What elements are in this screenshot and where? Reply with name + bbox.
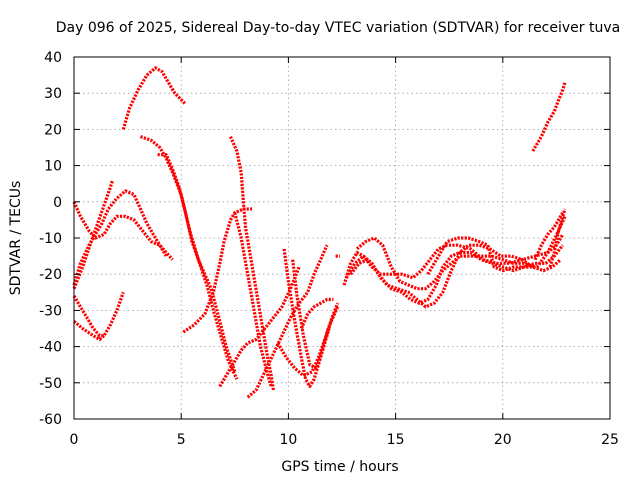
y-axis-label: SDTVAR / TECUs	[8, 181, 24, 296]
series-arc-4	[72, 291, 125, 338]
x-tick-label: 25	[601, 432, 619, 448]
series-arc-25	[531, 81, 567, 152]
series-arc-22	[426, 215, 567, 276]
series-arc-20	[349, 243, 562, 309]
series-arc-13	[246, 244, 329, 399]
y-tick-label: -10	[39, 231, 62, 247]
series-arc-6	[121, 66, 187, 130]
series-arc-23	[533, 211, 565, 261]
series-arc-5	[72, 320, 106, 341]
tick-layer	[73, 56, 611, 420]
y-tick-label: 40	[44, 50, 62, 66]
series-arc-12	[233, 212, 273, 387]
x-tick-label: 15	[387, 432, 405, 448]
chart-title: Day 096 of 2025, Sidereal Day-to-day VTE…	[56, 20, 620, 36]
series-arc-15	[291, 259, 331, 370]
y-tick-label: -40	[39, 340, 62, 356]
series-arc-11	[229, 135, 275, 391]
series-layer	[72, 66, 567, 399]
series-arc-21	[355, 236, 536, 291]
y-tick-label: -60	[39, 412, 62, 428]
x-axis-label: GPS time / hours	[281, 459, 398, 475]
y-tick-label: -50	[39, 376, 62, 392]
series-arc-19	[344, 244, 565, 305]
series-arc-7	[139, 135, 239, 380]
x-tick-label: 5	[177, 432, 186, 448]
series-arc-2	[72, 189, 168, 286]
series-arc-10	[218, 266, 301, 388]
y-tick-label: 20	[44, 122, 62, 138]
series-arc-1	[72, 201, 174, 261]
y-tick-labels: -60 -50 -40 -30 -20 -10 0 10 20 30 40	[39, 50, 62, 428]
series-arc-9	[182, 207, 252, 334]
series-arc-3	[72, 179, 115, 290]
series-arc-14	[282, 248, 340, 388]
x-tick-label: 20	[494, 432, 512, 448]
x-tick-label: 0	[70, 432, 79, 448]
y-tick-label: -30	[39, 303, 62, 319]
y-tick-label: -20	[39, 267, 62, 283]
series-arc-8	[157, 153, 237, 373]
y-tick-label: 0	[53, 195, 62, 211]
series-arc-17	[299, 297, 334, 330]
y-tick-label: 30	[44, 86, 62, 102]
x-tick-label: 10	[279, 432, 297, 448]
x-tick-labels: 0 5 10 15 20 25	[70, 432, 619, 448]
series-arc-16	[276, 306, 340, 378]
y-tick-label: 10	[44, 159, 62, 175]
